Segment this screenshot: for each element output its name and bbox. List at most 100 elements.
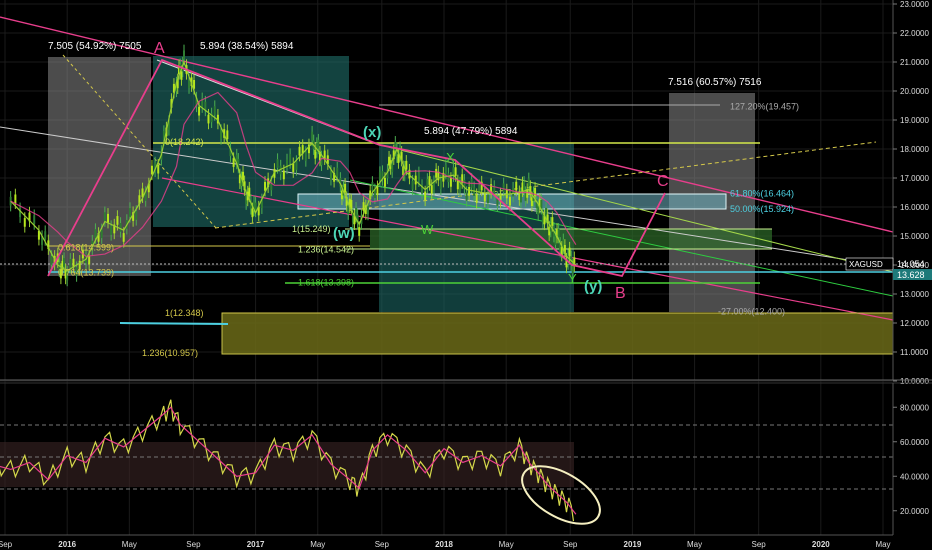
candle-body — [391, 163, 394, 173]
candle-body — [154, 162, 157, 172]
candle-body — [132, 212, 135, 221]
price-tick-label: 16.0000 — [900, 203, 929, 212]
candle-body — [540, 199, 543, 209]
candle-body — [201, 98, 204, 108]
candle-body — [318, 151, 321, 161]
candle-body — [333, 173, 336, 182]
candle-body — [317, 139, 320, 149]
fib-right-label: 61.80%(16.464) — [730, 189, 794, 199]
candle-body — [270, 181, 273, 191]
price-tick-label: 19.0000 — [900, 116, 929, 125]
x-tick-label: Sep — [752, 540, 767, 549]
candle-body — [188, 79, 191, 89]
candle-body — [499, 193, 502, 203]
candle-body — [14, 194, 17, 204]
candle-body — [524, 192, 527, 201]
fib-ext-label: 1.618(13.398) — [298, 277, 354, 287]
fib-level-label: 1.236(10.957) — [142, 348, 198, 358]
candle-body — [279, 165, 282, 175]
candle-body — [560, 246, 563, 256]
candle-body — [19, 208, 22, 218]
fib-zone-yellow — [221, 312, 894, 355]
candle-body — [421, 185, 424, 194]
trend-green-1 — [349, 179, 894, 297]
trend-pink-upper — [0, 16, 894, 233]
candle-body — [347, 205, 350, 215]
candle-body — [103, 212, 106, 221]
candle-body — [386, 169, 389, 179]
candle-body — [353, 215, 356, 225]
candle-body — [556, 228, 559, 238]
candle-body — [147, 183, 150, 193]
candle-body — [298, 146, 301, 156]
candle-body — [97, 233, 100, 242]
candle-body — [538, 198, 541, 208]
candle-body — [529, 186, 532, 195]
candle-body — [530, 197, 533, 207]
measure-label-3: 5.894 (47.79%) 5894 — [424, 126, 518, 137]
candle-body — [64, 269, 67, 279]
candle-body — [58, 262, 61, 272]
x-tick-label: 2016 — [58, 540, 76, 549]
candle-body — [195, 97, 198, 107]
candle-body — [478, 185, 481, 194]
candle-body — [557, 228, 560, 238]
candle-body — [257, 206, 260, 216]
price-badge-value: 14.054 — [897, 259, 925, 269]
measure-label-4: 7.516 (60.57%) 7516 — [668, 77, 762, 88]
price-tick-label: 22.0000 — [900, 29, 929, 38]
x-tick-label: Sep — [563, 540, 578, 549]
oscillator-signal-line — [0, 406, 577, 515]
candle-body — [106, 213, 109, 223]
candle-body — [452, 167, 455, 177]
candle-body — [350, 200, 353, 209]
trend-green-2 — [379, 144, 894, 273]
candle-body — [301, 145, 304, 154]
candle-body — [344, 183, 347, 193]
measure-label-1: 7.505 (54.92%) 7505 — [48, 41, 142, 52]
candle-body — [519, 193, 522, 203]
moving-average-line — [10, 91, 577, 257]
candle-body — [449, 178, 452, 187]
candle-body — [397, 154, 400, 163]
measure-label-2: 5.894 (38.54%) 5894 — [200, 41, 294, 52]
candle-body — [411, 180, 414, 190]
x-tick-label: 2017 — [247, 540, 265, 549]
candle-body — [323, 150, 326, 160]
candle-body — [170, 99, 173, 108]
candle-body — [369, 190, 372, 200]
wave-label-A: A — [154, 40, 165, 57]
candle-body — [518, 191, 521, 201]
candle-body — [260, 199, 263, 209]
candle-body — [229, 147, 232, 157]
candle-body — [311, 131, 314, 141]
candle-body — [295, 161, 298, 170]
candle-body — [253, 201, 256, 211]
candle-body — [468, 187, 471, 196]
candle-body — [439, 180, 442, 190]
candle-body — [182, 50, 185, 60]
candle-body — [392, 150, 395, 160]
candle-body — [61, 260, 64, 270]
candle-body — [559, 242, 562, 252]
candle-body — [381, 171, 384, 180]
candle-body — [417, 172, 420, 182]
candle-body — [122, 233, 125, 242]
price-tick-label: 12.0000 — [900, 319, 929, 328]
cyan-marker — [119, 322, 229, 325]
candle-body — [9, 196, 12, 206]
candle-body — [373, 189, 376, 199]
candle-body — [461, 174, 464, 183]
candle-body — [567, 255, 570, 264]
osc-tick-label: 80.0000 — [900, 403, 929, 412]
fib-ext-label: 1(15.249) — [292, 224, 331, 234]
candle-body — [135, 211, 138, 220]
candle-body — [399, 147, 402, 156]
x-tick-label: May — [310, 540, 325, 549]
candle-body — [128, 208, 131, 217]
wave-label-C: C — [657, 173, 669, 190]
candle-body — [315, 143, 318, 152]
candle-body — [207, 114, 210, 124]
candle-body — [554, 236, 557, 245]
